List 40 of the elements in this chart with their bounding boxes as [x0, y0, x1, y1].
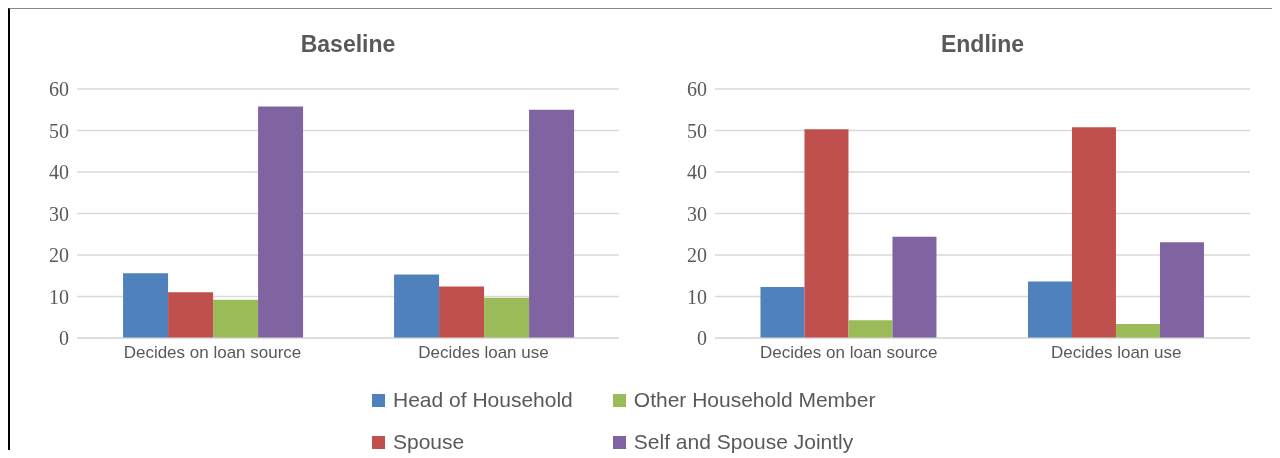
y-tick-label: 50: [687, 119, 707, 142]
bar: [1159, 242, 1204, 338]
bar: [848, 320, 893, 338]
x-tick-label: Decides loan use: [1051, 343, 1182, 363]
bar: [123, 273, 169, 338]
y-tick-label: 30: [49, 202, 69, 225]
chart-title: Endline: [939, 31, 1026, 58]
bar: [213, 299, 259, 338]
legend-label: Spouse: [393, 429, 465, 455]
y-tick-label: 30: [687, 202, 707, 225]
y-tick-label: 40: [687, 161, 707, 184]
bar: [1115, 323, 1160, 338]
bar: [439, 286, 485, 338]
x-tick-label: Decides loan use: [418, 343, 549, 363]
legend-label: Head of Household: [393, 387, 573, 413]
y-tick-label: 60: [687, 78, 707, 101]
bar: [760, 286, 805, 338]
legend-label: Self and Spouse Jointly: [633, 429, 854, 455]
bar: [804, 129, 849, 338]
y-tick-label: 10: [687, 285, 707, 308]
chart-title: Baseline: [299, 31, 397, 58]
bar: [1027, 281, 1072, 338]
bar: [168, 292, 214, 338]
y-tick-label: 60: [49, 78, 69, 101]
y-tick-label: 50: [49, 119, 69, 142]
bar: [892, 236, 937, 338]
bar: [394, 274, 440, 338]
y-tick-label: 0: [697, 327, 707, 350]
bar: [529, 109, 575, 338]
y-tick-label: 40: [49, 161, 69, 184]
x-tick-label: Decides on loan source: [759, 343, 938, 363]
bar: [484, 297, 530, 338]
x-tick-label: Decides on loan source: [123, 343, 302, 363]
bar: [1071, 127, 1116, 338]
legend-label: Other Household Member: [633, 387, 876, 413]
y-tick-label: 0: [59, 327, 69, 350]
bar: [258, 106, 304, 338]
y-tick-label: 20: [49, 244, 69, 267]
y-tick-label: 20: [687, 244, 707, 267]
y-tick-label: 10: [49, 285, 69, 308]
